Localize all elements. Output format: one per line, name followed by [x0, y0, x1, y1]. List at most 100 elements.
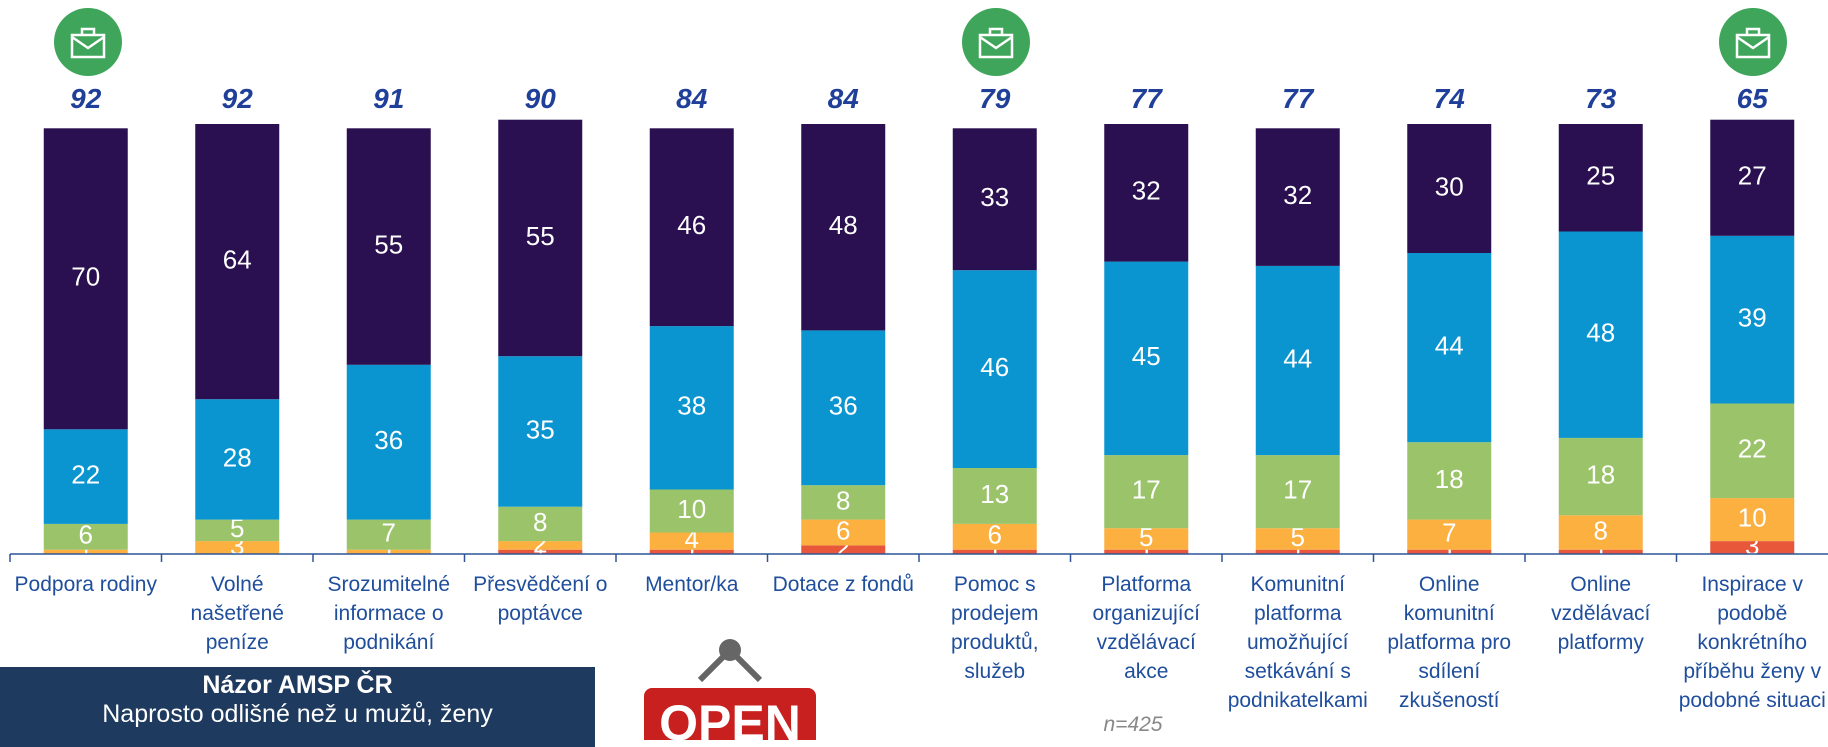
segment-label: 7	[382, 518, 396, 548]
total-label: 79	[979, 83, 1011, 114]
bar-segment	[43, 429, 128, 524]
segment-label: 8	[1594, 515, 1608, 545]
bar-segment	[1104, 549, 1189, 554]
briefcase-icon	[1719, 8, 1787, 76]
bar-segment	[1407, 253, 1492, 443]
bar-segment	[1255, 128, 1340, 266]
category-label: Volné našetřené peníze	[190, 573, 284, 654]
bar-segment	[1407, 549, 1492, 554]
segment-label: 48	[829, 210, 858, 240]
bar-segment	[346, 364, 431, 520]
bar-segment	[1558, 124, 1643, 232]
segment-label: 5	[230, 513, 244, 543]
segment-label: 64	[223, 244, 252, 274]
briefcase-icon	[54, 8, 122, 76]
segment-label: 46	[980, 352, 1009, 382]
segment-label: 6	[836, 515, 850, 545]
box-text: Naprosto odlišné než u mužů, ženy	[102, 700, 493, 728]
segment-label: 45	[1132, 341, 1161, 371]
bar-segment	[1710, 541, 1795, 554]
segment-label: 55	[374, 229, 403, 259]
bar-segment	[498, 119, 583, 357]
segment-label: 8	[533, 507, 547, 537]
segment-label: 30	[1435, 171, 1464, 201]
category-label: Srozumitelné informace o podnikání	[327, 573, 451, 654]
total-label: 84	[676, 83, 708, 114]
segment-label: 48	[1586, 318, 1615, 348]
bar-segment	[195, 399, 280, 520]
bar-segment	[649, 532, 734, 550]
bar-segment	[1104, 261, 1189, 456]
bar-segment	[1558, 549, 1643, 554]
bar-segment	[1104, 528, 1189, 550]
category-label: Inspirace v podobě konkrétního příběhu ž…	[1678, 573, 1826, 712]
segment-label: 44	[1283, 343, 1312, 373]
bar-segment	[952, 549, 1037, 554]
bar-segment	[195, 124, 280, 400]
bar-segment	[346, 519, 431, 550]
total-label: 84	[828, 83, 860, 114]
category-label: Mentor/ka	[645, 573, 739, 596]
bar-segment	[1104, 455, 1189, 529]
bar-segment	[1104, 124, 1189, 262]
total-label: 92	[70, 83, 102, 114]
segment-label: 32	[1132, 176, 1161, 206]
bar-segment	[43, 549, 128, 554]
bar-segment	[195, 519, 280, 542]
segment-label: 6	[988, 520, 1002, 550]
bar-segment	[43, 523, 128, 550]
bar-segment	[1407, 442, 1492, 520]
total-label: 65	[1737, 83, 1769, 114]
segment-label: 36	[374, 425, 403, 455]
bar-segment	[1710, 403, 1795, 499]
category-label: Komunitní platforma umožňující setkávání…	[1227, 573, 1368, 712]
bar-segment	[801, 124, 886, 331]
segment-label: 36	[829, 391, 858, 421]
segment-label: 22	[1738, 434, 1767, 464]
open-sign: OPEN	[644, 639, 816, 740]
bar-segment	[1407, 124, 1492, 253]
total-label: 90	[525, 83, 557, 114]
bar-segment	[1255, 265, 1340, 456]
segment-label: 5	[1291, 522, 1305, 552]
bar-segment	[952, 468, 1037, 524]
total-label: 77	[1131, 83, 1164, 114]
segment-label: 6	[79, 520, 93, 550]
bar-segment	[1255, 528, 1340, 550]
bar-segment	[498, 541, 583, 550]
bar-segment	[498, 506, 583, 542]
bar-segment	[1255, 455, 1340, 529]
segment-label: 27	[1738, 161, 1767, 191]
total-label: 91	[373, 83, 404, 114]
bar-segment	[346, 128, 431, 365]
sign-text: OPEN	[659, 695, 801, 740]
bar-segment	[1407, 519, 1492, 550]
bar-segment	[1255, 549, 1340, 554]
total-label: 77	[1282, 83, 1315, 114]
segment-label: 25	[1586, 161, 1615, 191]
bar-segment	[195, 541, 280, 554]
bar-segment	[43, 128, 128, 430]
category-label: Online vzdělávací platformy	[1551, 573, 1651, 654]
bar-segment	[952, 270, 1037, 468]
category-label: Podpora rodiny	[14, 573, 157, 596]
segment-label: 28	[223, 442, 252, 472]
segment-label: 32	[1283, 180, 1312, 210]
category-label: Platforma organizující vzdělávací akce	[1092, 573, 1200, 683]
segment-label: 13	[980, 479, 1009, 509]
segment-label: 10	[677, 494, 706, 524]
category-label: Přesvědčení o poptávce	[473, 573, 608, 625]
bar-segment	[801, 545, 886, 554]
segment-label: 38	[677, 391, 706, 421]
bar-segment	[498, 549, 583, 554]
bar-segment	[801, 519, 886, 546]
total-label: 73	[1585, 83, 1617, 114]
segment-label: 5	[1139, 522, 1153, 552]
bar-segment	[649, 326, 734, 490]
segment-label: 33	[980, 182, 1009, 212]
bar-segment	[952, 523, 1037, 550]
sample-note: n=425	[1104, 713, 1163, 736]
bar-segment	[1710, 119, 1795, 236]
total-label: 92	[222, 83, 254, 114]
